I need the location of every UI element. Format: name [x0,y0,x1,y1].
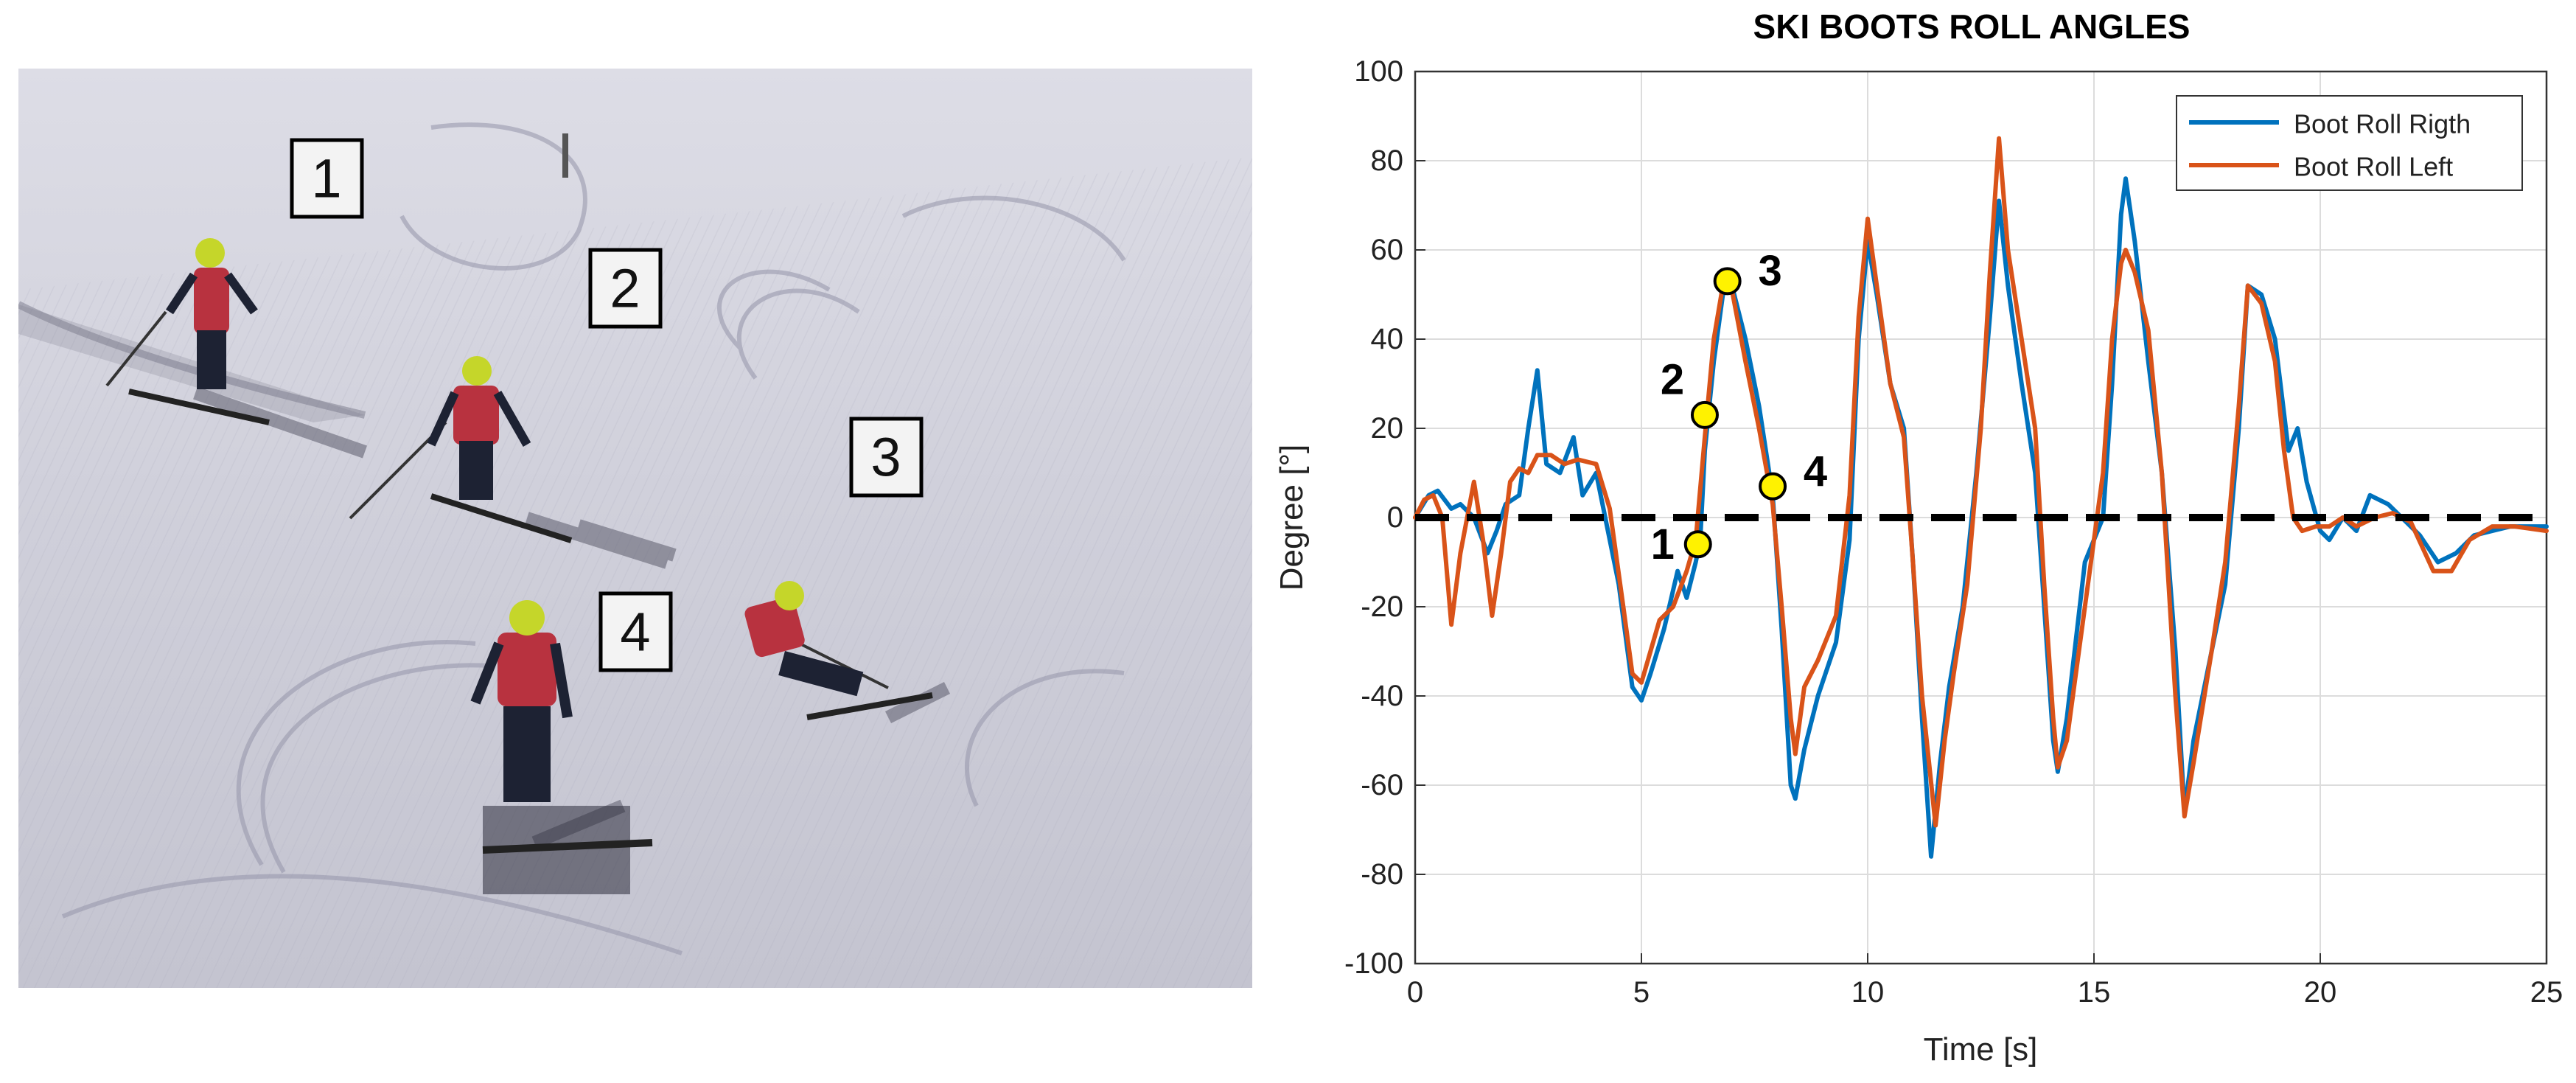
skier-3 [744,581,933,720]
y-tick-label: 0 [1387,501,1403,534]
photo-marker-3: 3 [849,417,924,498]
event-marker-4 [1759,472,1787,501]
event-marker-3 [1713,267,1742,296]
legend-label-right: Boot Roll Rigth [2294,109,2471,139]
ski-photo-illustration: 1 2 3 4 [18,69,1252,988]
chart-svg: SKI BOOTS ROLL ANGLES 0 5 10 15 20 25-100-80-… [1274,7,2563,1068]
x-tick-label: 10 [1851,976,1885,1009]
x-tick-label: 0 [1407,976,1423,1009]
photo-marker-2: 2 [588,248,663,329]
y-tick-label: -40 [1361,680,1403,712]
roll-angle-chart: SKI BOOTS ROLL ANGLES 0 5 10 15 20 25 -100 -80-… [1253,0,2576,1079]
photo-marker-1-label: 1 [311,148,341,209]
groomed-snow [18,157,1252,988]
event-marker-2 [1690,400,1719,429]
event-marker-label-1: 1 [1651,520,1675,568]
photo-marker-2-label: 2 [610,258,640,319]
skier-4 [470,600,653,854]
y-tick-label: 60 [1371,234,1404,266]
skier-1 [105,238,270,425]
y-tick-label: -80 [1361,858,1403,891]
y-tick-label: -60 [1361,769,1403,801]
photo-marker-1: 1 [290,138,364,219]
x-axis-label: Time [s] [1924,1031,2038,1068]
x-tick-label: 25 [2530,976,2563,1009]
ski-tracks [61,122,1126,955]
event-marker-label-2: 2 [1661,355,1684,403]
x-tick-label: 15 [2078,976,2111,1009]
series-line-1 [1413,136,2549,828]
legend: Boot Roll Rigth Boot Roll Left [2176,95,2523,191]
event-marker-label-3: 3 [1759,247,1782,295]
x-tick-label: 20 [2304,976,2337,1009]
y-tick-label: 100 [1354,55,1403,88]
photo-marker-4-label: 4 [620,602,650,663]
skier-2 [349,356,573,543]
photo-marker-4: 4 [598,591,673,672]
y-tick-label: -20 [1361,591,1403,623]
x-tick-label: 5 [1633,976,1650,1009]
legend-label-left: Boot Roll Left [2294,152,2453,182]
series-line-0 [1413,176,2549,859]
event-marker-1 [1683,530,1712,559]
ski-photo: 1 2 3 4 [18,69,1252,988]
photo-marker-3-label: 3 [870,427,901,488]
event-markers: 1 2 3 4 [1651,247,1828,568]
chart-title: SKI BOOTS ROLL ANGLES [1753,7,2191,46]
slope-pole [562,133,568,178]
y-axis-label: Degree [°] [1274,445,1310,591]
y-tick-label: 80 [1371,144,1404,177]
y-tick-label: 20 [1371,412,1404,445]
y-tick-label: -100 [1344,947,1403,980]
event-marker-label-4: 4 [1804,448,1827,495]
axes: 0 5 10 15 20 25 -100 -80 -60 -40 -20 0 20 40 60 80 100 [1344,55,2563,1009]
series-lines [1413,136,2549,859]
y-tick-label: 40 [1371,323,1404,355]
legend-box [2176,95,2523,191]
